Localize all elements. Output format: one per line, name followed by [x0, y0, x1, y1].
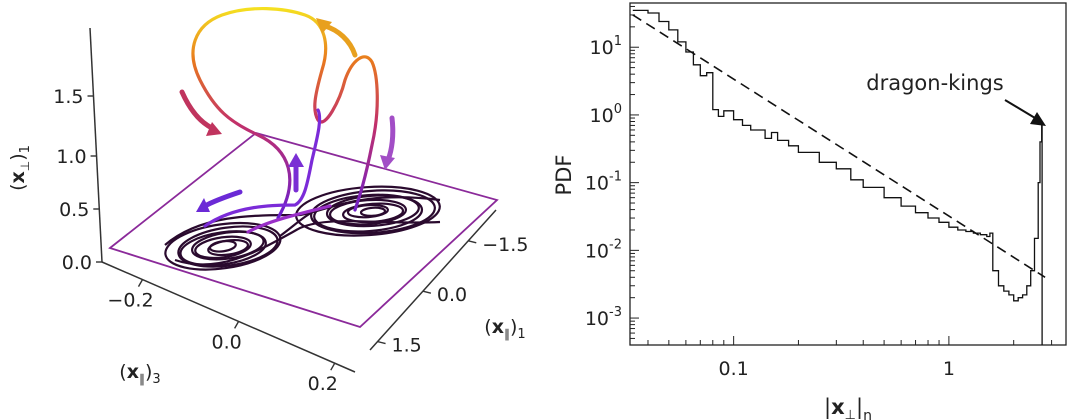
annotation-arrow-head-icon	[1030, 112, 1046, 126]
side-tick	[377, 340, 386, 345]
vertical-tick-label: 1.5	[53, 86, 83, 108]
attractor-loops	[164, 185, 441, 271]
base-plane	[108, 132, 499, 329]
arrow-top-icon	[322, 23, 358, 58]
side-axis-line	[369, 209, 497, 351]
pdf-histogram-line	[632, 9, 1043, 345]
x-tick-label: 0.1	[719, 358, 749, 380]
side-tick-label: 1.5	[392, 335, 422, 357]
arrow-up-head-icon	[288, 153, 304, 167]
front-axis-line	[101, 261, 356, 373]
arrow-right-head-icon	[380, 155, 395, 170]
front-axis-label: (x∥)3	[119, 361, 160, 387]
side-tick-label: −1.5	[482, 234, 528, 256]
excursion-loop	[191, 7, 379, 220]
front-tick	[137, 279, 144, 287]
y-tick-label: 10-1	[585, 170, 622, 195]
x-tick-label: 1	[943, 358, 955, 380]
front-axis-ticks: −0.2 0.0 0.2	[107, 279, 338, 395]
y-tick-label: 10-2	[585, 237, 622, 262]
vertical-tick-label: 0.0	[62, 252, 92, 274]
vertical-axis-label: (x⊥)1	[7, 145, 33, 191]
front-tick-label: −0.2	[107, 290, 153, 312]
y-tick-label: 100	[590, 102, 622, 127]
arrow-right-icon	[385, 115, 396, 163]
vertical-tick-label: 0.5	[59, 199, 89, 221]
vertical-axis-ticks: 0.0 0.5 1.0 1.5	[53, 86, 102, 274]
pdf-axis-ticks: 0.1 1 101 100 10-1 10-2 10-3	[585, 5, 1053, 380]
attractor-loop	[346, 203, 389, 219]
front-tick-label: 0.0	[212, 331, 242, 353]
arrow-left-head-icon	[206, 122, 222, 136]
y-tick-label: 101	[590, 34, 622, 59]
attractor-loop	[359, 206, 387, 217]
side-tick	[422, 290, 432, 294]
arrow-top-head-icon	[316, 18, 332, 34]
attractor-3d-panel: 0.0 0.5 1.0 1.5 −0.2 0.0 0.2 −1.5 0.0 1.5	[7, 7, 528, 395]
y-tick-label: 10-3	[585, 305, 622, 330]
vertical-tick-label: 1.0	[56, 146, 86, 168]
plot-frame	[629, 2, 1067, 346]
front-tick-label: 0.2	[308, 373, 338, 395]
pdf-series	[632, 9, 1046, 345]
side-axis-ticks: −1.5 0.0 1.5	[377, 234, 528, 357]
excursion-trajectory	[191, 7, 379, 234]
side-tick	[468, 240, 477, 244]
excursion-link	[246, 204, 332, 234]
attractor-loop	[325, 194, 420, 228]
attractor-loop	[208, 239, 237, 253]
x-axis-label: |x⊥|n	[824, 395, 872, 420]
side-tick-label: 0.0	[437, 284, 467, 306]
arrow-left-icon	[179, 89, 215, 131]
arrow-down-left-head-icon	[196, 198, 210, 212]
attractor-loop	[191, 230, 265, 261]
front-tick	[234, 321, 240, 329]
attractor-loop	[179, 230, 267, 267]
annotation-text: dragon-kings	[866, 71, 1003, 95]
power-law-fit-line	[632, 14, 1046, 278]
excursion-rise	[203, 108, 322, 228]
attractor-loop	[310, 189, 436, 235]
attractor-strand	[174, 220, 441, 266]
front-tick	[330, 362, 336, 371]
arrow-down-left-icon	[202, 189, 243, 209]
side-axis-label: (x∥)1	[484, 316, 525, 342]
attractor-loop	[194, 235, 252, 260]
flow-arrows	[179, 18, 396, 212]
dragon-kings-annotation: dragon-kings	[866, 71, 1046, 126]
y-axis-label: PDF	[552, 155, 576, 196]
vertical-axis-line	[89, 27, 103, 263]
